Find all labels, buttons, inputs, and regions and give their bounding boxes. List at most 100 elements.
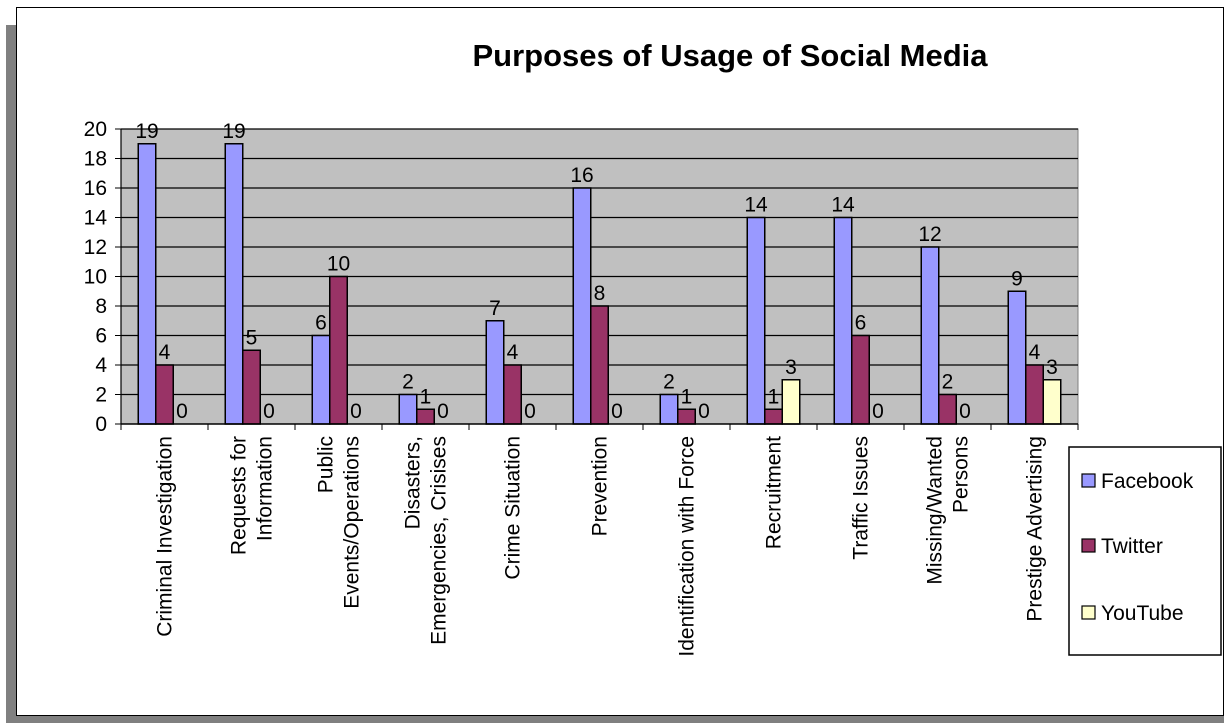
x-category-label: Missing/Wanted Persons xyxy=(924,436,973,585)
legend-swatch-twitter xyxy=(1081,538,1096,553)
data-label-youtube: 0 xyxy=(350,400,362,423)
legend: Facebook Twitter YouTube xyxy=(1068,446,1222,656)
y-tick-label: 10 xyxy=(84,266,107,289)
bar-twitter xyxy=(242,349,261,425)
data-label-youtube: 0 xyxy=(698,400,710,423)
data-label-youtube: 0 xyxy=(524,400,536,423)
bar-facebook xyxy=(572,187,592,425)
data-label-youtube: 0 xyxy=(437,400,449,423)
data-label-facebook: 16 xyxy=(570,164,593,187)
x-category-label: Crime Situation xyxy=(502,436,525,580)
data-label-youtube: 0 xyxy=(611,400,623,423)
bar-twitter xyxy=(1025,364,1044,425)
y-tick-label: 2 xyxy=(95,384,107,407)
data-label-twitter: 2 xyxy=(942,371,954,394)
data-label-facebook: 14 xyxy=(831,194,855,217)
data-label-youtube: 0 xyxy=(263,400,275,423)
data-label-youtube: 3 xyxy=(1046,356,1058,379)
data-label-twitter: 1 xyxy=(768,385,780,408)
bar-facebook xyxy=(224,143,244,425)
data-label-twitter: 10 xyxy=(327,253,350,276)
x-category-label-line: Crime Situation xyxy=(502,436,525,580)
y-tick-label: 12 xyxy=(84,236,107,259)
chart-title: Purposes of Usage of Social Media xyxy=(472,38,988,73)
y-tick-label: 20 xyxy=(84,118,107,141)
bar-facebook xyxy=(746,216,766,425)
data-label-facebook: 9 xyxy=(1011,267,1023,290)
data-label-facebook: 19 xyxy=(135,120,158,143)
bar-youtube xyxy=(781,379,801,425)
x-category-label-line: Requests for xyxy=(228,436,251,555)
x-category-label-line: Information xyxy=(254,436,277,541)
data-label-facebook: 19 xyxy=(222,120,245,143)
data-label-twitter: 4 xyxy=(159,341,171,364)
data-label-twitter: 4 xyxy=(507,341,519,364)
bar-twitter xyxy=(851,334,870,425)
bar-facebook xyxy=(137,143,157,425)
x-category-label: Prestige Advertising xyxy=(1024,436,1047,622)
gridlines xyxy=(121,128,1078,396)
bar-twitter xyxy=(764,408,783,425)
bar-twitter xyxy=(590,305,609,425)
legend-swatch-facebook xyxy=(1081,473,1096,488)
x-category-label-line: Prestige Advertising xyxy=(1024,436,1047,622)
x-category-label: Criminal Investigation xyxy=(154,436,177,637)
x-category-label-line: Public xyxy=(315,436,338,493)
x-category-label-line: Identification with Force xyxy=(676,436,699,657)
data-label-facebook: 2 xyxy=(663,371,675,394)
data-label-twitter: 1 xyxy=(420,385,432,408)
y-tick-label: 8 xyxy=(95,295,107,318)
y-axis: 0 2 4 6 8 10 12 14 16 18 20 xyxy=(84,118,122,436)
x-axis: Criminal Investigation Requests for Inform… xyxy=(120,423,1079,657)
bars xyxy=(137,143,1062,425)
x-category-label-line: Emergencies, Crisises xyxy=(428,436,451,645)
bar-facebook xyxy=(1007,290,1027,425)
x-category-label: Prevention xyxy=(589,436,612,536)
data-label-twitter: 5 xyxy=(246,326,258,349)
bar-twitter xyxy=(503,364,522,425)
bar-youtube xyxy=(1042,379,1062,425)
bar-twitter xyxy=(155,364,174,425)
bar-facebook xyxy=(920,246,940,425)
x-category-label-line: Recruitment xyxy=(763,436,786,549)
y-tick-label: 18 xyxy=(84,148,107,171)
x-category-label-line: Missing/Wanted xyxy=(924,436,947,585)
y-tick-label: 14 xyxy=(84,207,108,230)
x-category-label: Traffic Issues xyxy=(850,436,873,560)
data-label-facebook: 14 xyxy=(744,194,768,217)
data-label-twitter: 1 xyxy=(681,385,693,408)
y-tick-label: 4 xyxy=(95,354,107,377)
bar-twitter xyxy=(677,408,696,425)
bar-twitter xyxy=(329,275,348,425)
data-label-facebook: 2 xyxy=(402,371,414,394)
x-category-label-line: Criminal Investigation xyxy=(154,436,177,637)
x-category-label-line: Disasters, xyxy=(402,436,425,529)
bar-facebook xyxy=(659,393,679,425)
legend-label-youtube: YouTube xyxy=(1101,602,1184,625)
y-tick-label: 16 xyxy=(84,177,107,200)
data-label-twitter: 6 xyxy=(855,312,867,335)
x-category-label: Public Events/Operations xyxy=(315,436,364,609)
data-label-facebook: 12 xyxy=(918,223,941,246)
data-label-youtube: 0 xyxy=(872,400,884,423)
data-label-twitter: 4 xyxy=(1029,341,1041,364)
x-category-label-line: Traffic Issues xyxy=(850,436,873,560)
data-label-youtube: 3 xyxy=(785,356,797,379)
data-label-youtube: 0 xyxy=(959,400,971,423)
y-tick-label: 0 xyxy=(95,413,107,436)
data-label-facebook: 6 xyxy=(315,312,327,335)
data-label-twitter: 8 xyxy=(594,282,606,305)
bar-facebook xyxy=(485,320,505,425)
bar-twitter xyxy=(416,408,435,425)
legend-swatch-youtube xyxy=(1081,605,1096,620)
bar-facebook xyxy=(311,334,331,425)
x-category-label-line: Persons xyxy=(950,436,973,513)
y-tick-label: 6 xyxy=(95,325,107,348)
bar-twitter xyxy=(938,393,957,425)
bar-facebook xyxy=(833,216,853,425)
x-category-label: Requests for Information xyxy=(228,436,277,555)
bar-facebook xyxy=(398,393,418,425)
x-category-label: Identification with Force xyxy=(676,436,699,657)
